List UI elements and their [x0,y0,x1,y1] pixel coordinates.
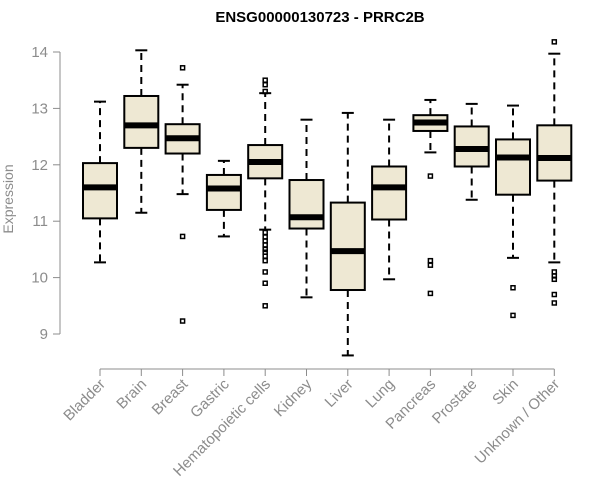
x-tick-label: Brain [113,376,150,413]
outlier-point [262,246,268,253]
x-tick-label: Prostate [429,376,481,428]
y-tick-label: 10 [31,270,48,287]
x-tick-label: Breast [149,375,192,418]
x-tick-label: Liver [322,376,357,411]
box-group [82,100,118,264]
x-tick-label: Bladder [60,376,109,425]
outlier-point [427,173,434,179]
y-tick-label: 12 [31,157,48,174]
x-tick-label: Lung [362,376,398,412]
box-group [371,118,408,281]
outlier-point [427,290,434,297]
iqr-box [536,124,573,182]
box-group [123,49,160,214]
outlier-point [551,300,558,306]
chart-title: ENSG00000130723 - PRRC2B [215,9,424,26]
box-group [495,104,531,319]
outlier-point [179,318,186,324]
outlier-point [510,285,516,291]
outlier-point [510,312,516,319]
iqr-box [123,94,160,149]
outlier-point [179,65,186,71]
outlier-point [262,242,268,248]
outlier-point [262,77,268,83]
outlier-point [262,88,268,95]
box-group [164,65,201,324]
y-axis-label: Expression [0,164,16,233]
box-group [205,159,242,238]
y-tick-label: 13 [31,100,48,117]
iqr-box [288,179,325,230]
y-tick-label: 14 [31,44,48,61]
outlier-point [551,291,558,298]
box-group [329,111,366,357]
outlier-point [551,39,558,45]
outlier-point [551,276,558,283]
iqr-box [82,162,118,220]
outlier-point [262,81,268,88]
outlier-point [262,303,268,309]
outlier-point [427,262,434,268]
box-group [453,102,490,201]
box-series [82,39,573,357]
box-group [288,118,325,299]
outlier-point [262,269,268,275]
outlier-point [427,257,434,264]
x-tick-label: Kidney [271,375,316,420]
y-tick-label: 11 [32,213,48,230]
outlier-point [262,253,268,259]
x-tick-label: Skin [489,376,522,409]
y-tick-label: 9 [40,326,48,343]
outlier-point [262,257,268,264]
box-group [536,39,573,306]
y-axis: 9 10 11 12 13 14 [31,44,61,343]
outlier-point [262,229,268,236]
box-group [412,98,449,297]
box-group [247,77,284,309]
outlier-point [179,233,186,240]
iqr-box [495,138,531,196]
iqr-box [371,165,408,221]
iqr-box [329,201,366,292]
outlier-point [262,280,268,286]
iqr-box [205,173,242,211]
